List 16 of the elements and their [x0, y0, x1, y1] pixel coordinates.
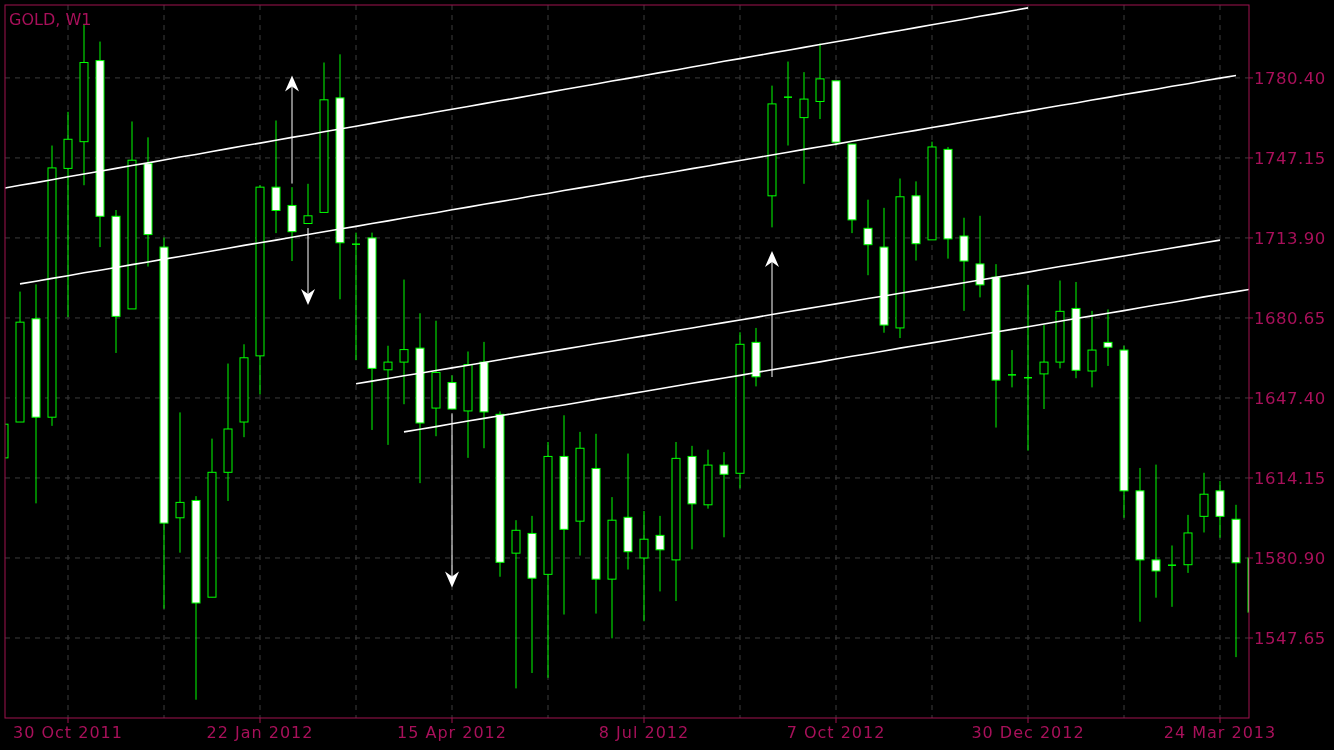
chart-title: GOLD, W1 [9, 10, 92, 29]
y-tick-label: 1647.40 [1254, 388, 1326, 408]
y-tick-label: 1713.90 [1254, 228, 1326, 248]
y-tick-label: 1680.65 [1254, 308, 1326, 328]
x-tick-label: 24 Mar 2013 [1163, 723, 1277, 742]
x-tick-label: 7 Oct 2012 [786, 723, 886, 742]
y-tick-label: 1780.40 [1254, 68, 1326, 88]
x-tick-label: 8 Jul 2012 [598, 723, 690, 742]
x-tick-label: 15 Apr 2012 [397, 723, 507, 742]
x-tick-label: 22 Jan 2012 [206, 723, 314, 742]
y-tick-label: 1747.15 [1254, 148, 1326, 168]
y-tick-label: 1580.90 [1254, 548, 1326, 568]
y-tick-label: 1614.15 [1254, 468, 1326, 488]
x-tick-label: 30 Oct 2011 [13, 723, 123, 742]
y-tick-label: 1547.65 [1254, 628, 1326, 648]
x-tick-label: 30 Dec 2012 [971, 723, 1085, 742]
